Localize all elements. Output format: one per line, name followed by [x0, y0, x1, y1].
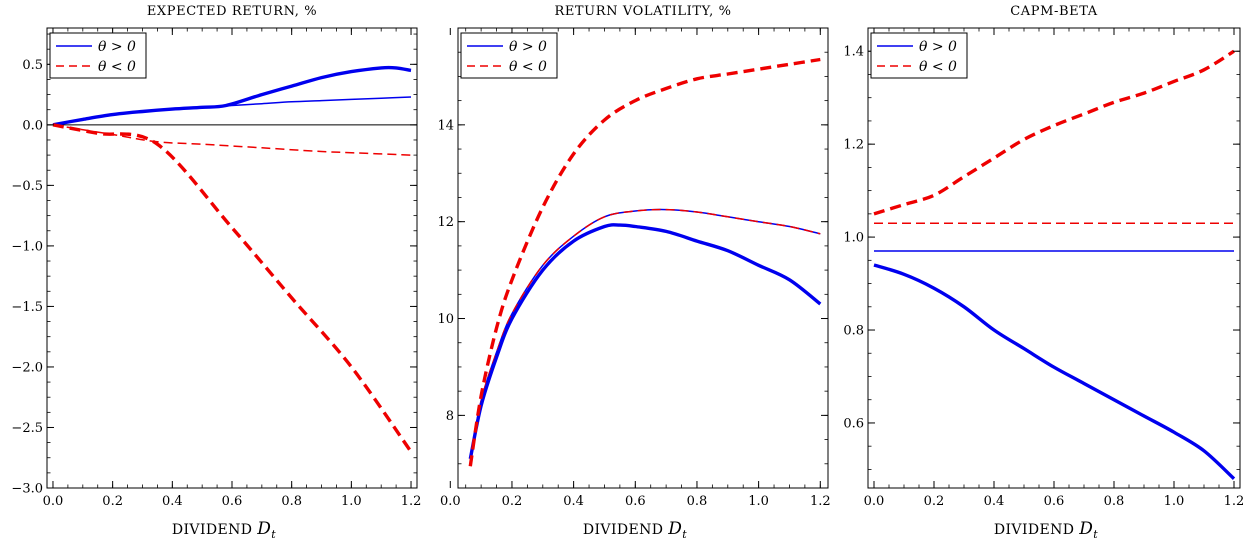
x-tick-label: 0.6 [1044, 494, 1065, 509]
legend-label-1: θ > 0 [919, 39, 957, 55]
x-tick-label: 1.2 [810, 494, 831, 509]
x-axis-label-var: D [667, 519, 682, 539]
x-tick-label: 0.2 [102, 494, 123, 509]
x-tick-label: 0.2 [502, 494, 523, 509]
y-tick-label: −3.0 [11, 482, 43, 497]
x-axis-label: DIVIDEND Dt [583, 519, 687, 541]
x-tick-label: 1.0 [341, 494, 362, 509]
y-tick-label: 8 [446, 409, 454, 424]
y-tick-label: −2.5 [11, 421, 43, 436]
y-tick-label: 12 [437, 215, 454, 230]
y-tick-label: 14 [437, 118, 454, 133]
series-line-2 [469, 208, 821, 460]
series-line-4 [52, 123, 413, 453]
x-tick-label: 1.2 [401, 494, 422, 509]
y-tick-label: 0.8 [843, 324, 864, 339]
x-tick-label: 0.0 [440, 494, 461, 509]
x-axis-label-sub: t [271, 528, 276, 541]
series-line-3 [468, 223, 822, 460]
chart-panel-1: EXPECTED RETURN, % 0.0 0.2 0.4 0.6 0.8 1.0 1.2 0… [11, 4, 421, 541]
y-tick-label: −2.0 [11, 360, 43, 375]
series-line-3 [52, 65, 412, 127]
plot-frame [46, 27, 418, 489]
x-tick-label: 0.8 [1104, 494, 1125, 509]
x-axis-label-sub: t [682, 528, 687, 541]
x-tick-label: 0.0 [43, 494, 64, 509]
series-group [52, 65, 413, 453]
series-line-1 [469, 208, 821, 460]
legend-label-2: θ < 0 [509, 59, 547, 75]
plot-frame [457, 27, 829, 489]
x-tick-label: 0.4 [984, 494, 1005, 509]
x-tick-label: 0.0 [864, 494, 885, 509]
x-axis-label-var: D [1078, 519, 1093, 539]
legend-label-1: θ > 0 [98, 39, 136, 55]
y-tick-label: 1.2 [843, 138, 864, 153]
x-tick-label: 1.2 [1224, 494, 1245, 509]
x-tick-label: 0.6 [222, 494, 243, 509]
legend-box [49, 32, 147, 79]
series-line-1 [52, 96, 412, 126]
series-line-2 [52, 124, 412, 156]
series-group [873, 49, 1236, 480]
y-tick-label: 1.0 [843, 231, 864, 246]
x-axis-label: DIVIDEND Dt [994, 519, 1098, 541]
x-tick-label: 0.6 [625, 494, 646, 509]
x-axis-label-sub: t [1093, 528, 1098, 541]
legend-box [870, 32, 968, 79]
x-tick-label: 0.4 [162, 494, 183, 509]
legend-label-2: θ < 0 [98, 59, 136, 75]
chart-title: RETURN VOLATILITY, % [554, 4, 731, 19]
legend-label-1: θ > 0 [509, 39, 547, 55]
x-axis-label-text: DIVIDEND [172, 522, 257, 538]
x-tick-label: 1.0 [748, 494, 769, 509]
x-axis-label: DIVIDEND Dt [172, 519, 276, 541]
chart-title: CAPM-BETA [1010, 4, 1098, 19]
chart-title: EXPECTED RETURN, % [147, 4, 317, 19]
y-tick-label: 0.0 [22, 118, 43, 133]
x-axis-label-text: DIVIDEND [583, 522, 668, 538]
x-axis-label-var: D [256, 519, 271, 539]
y-tick-label: 0.5 [22, 58, 43, 73]
x-tick-label: 0.8 [281, 494, 302, 509]
legend-box [460, 32, 558, 79]
y-tick-label: 0.6 [843, 416, 864, 431]
series-line-3 [873, 263, 1236, 480]
series-line-4 [873, 49, 1235, 216]
y-tick-label: −1.0 [11, 239, 43, 254]
chart-panel-3: CAPM-BETA 0.0 0.2 0.4 0.6 0.8 1.0 1.2 0.6 0.8 1.0 1… [843, 4, 1244, 541]
x-tick-label: 0.2 [924, 494, 945, 509]
y-tick-label: −1.5 [11, 300, 43, 315]
x-tick-label: 0.4 [563, 494, 584, 509]
y-tick-label: 1.4 [843, 45, 864, 60]
y-tick-label: 10 [437, 312, 454, 327]
series-line-4 [468, 57, 821, 467]
x-axis-label-text: DIVIDEND [994, 522, 1079, 538]
plot-frame [867, 27, 1241, 489]
legend-label-2: θ < 0 [919, 59, 957, 75]
x-tick-label: 1.0 [1164, 494, 1185, 509]
series-group [468, 57, 822, 467]
y-tick-label: −0.5 [11, 179, 43, 194]
chart-panel-2: RETURN VOLATILITY, % 0.0 0.2 0.4 0.6 0.8 1.0 1.… [437, 4, 830, 541]
x-tick-label: 0.8 [687, 494, 708, 509]
